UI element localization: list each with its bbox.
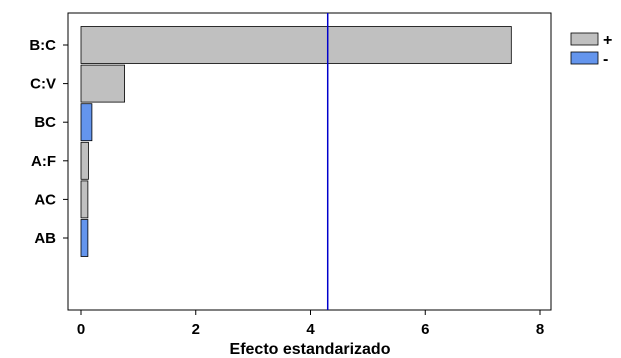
x-axis-ticks: 0 2 4 6 8 xyxy=(77,310,544,338)
category-label: AB xyxy=(34,230,56,247)
legend-swatch xyxy=(570,51,599,65)
category-label: C:V xyxy=(30,76,56,93)
legend-label: - xyxy=(603,51,608,68)
bar-cv xyxy=(80,64,126,103)
x-tick-label: 0 xyxy=(77,321,85,338)
category-label: B:C xyxy=(29,37,56,54)
x-axis-title: Efecto estandarizado xyxy=(230,341,391,358)
legend: +- xyxy=(570,32,612,68)
bar-af xyxy=(80,141,89,180)
category-labels: B:C C:V BC A:F AC AB xyxy=(29,37,68,247)
legend-swatch xyxy=(570,32,599,46)
bar-ab xyxy=(80,219,89,257)
bar-bc xyxy=(80,26,512,64)
x-tick-label: 2 xyxy=(192,321,200,338)
bar-ac xyxy=(80,180,89,219)
x-tick-label: 4 xyxy=(306,321,315,338)
legend-label: + xyxy=(603,32,612,49)
category-label: A:F xyxy=(31,153,56,170)
x-tick-label: 8 xyxy=(536,321,544,338)
x-tick-label: 6 xyxy=(421,321,429,338)
bars-group xyxy=(80,26,512,257)
bar-bc xyxy=(80,103,93,142)
category-label: AC xyxy=(34,191,56,208)
category-label: BC xyxy=(34,114,56,131)
